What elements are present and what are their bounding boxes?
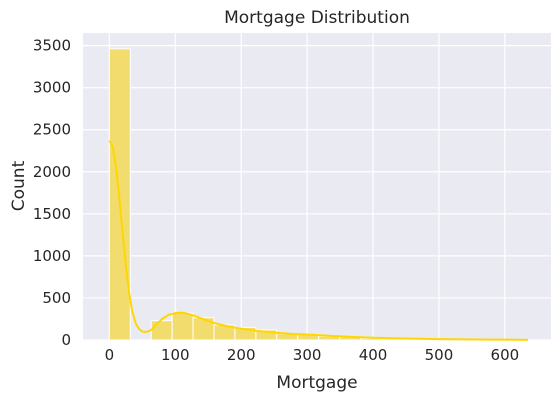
x-tick-label: 600 <box>491 346 520 364</box>
y-tick-label: 1500 <box>33 205 71 223</box>
chart-title: Mortgage Distribution <box>224 8 410 28</box>
y-tick-label: 2000 <box>33 163 71 181</box>
y-axis-title: Count <box>9 160 29 211</box>
x-axis-title: Mortgage <box>276 373 357 393</box>
y-tick-label: 1000 <box>33 247 71 265</box>
y-tick-label: 0 <box>61 331 71 349</box>
x-tick-label: 300 <box>293 346 322 364</box>
histogram-bar <box>171 312 194 341</box>
x-tick-label: 0 <box>105 346 115 364</box>
plot-area <box>83 33 551 340</box>
y-tick-label: 3000 <box>33 79 71 97</box>
y-tick-label: 500 <box>42 289 71 307</box>
y-tick-label: 2500 <box>33 121 71 139</box>
x-tick-label: 400 <box>359 346 388 364</box>
kde-density-line <box>108 140 528 341</box>
y-tick-label: 3500 <box>33 37 71 55</box>
x-tick-label: 100 <box>161 346 190 364</box>
y-axis-ticks: 0 500 1000 1500 2000 2500 3000 3500 <box>33 37 71 349</box>
x-tick-label: 200 <box>227 346 256 364</box>
x-tick-label: 500 <box>425 346 454 364</box>
x-axis-ticks: 0 100 200 300 400 500 600 <box>105 346 520 364</box>
histogram-bar <box>150 320 173 341</box>
